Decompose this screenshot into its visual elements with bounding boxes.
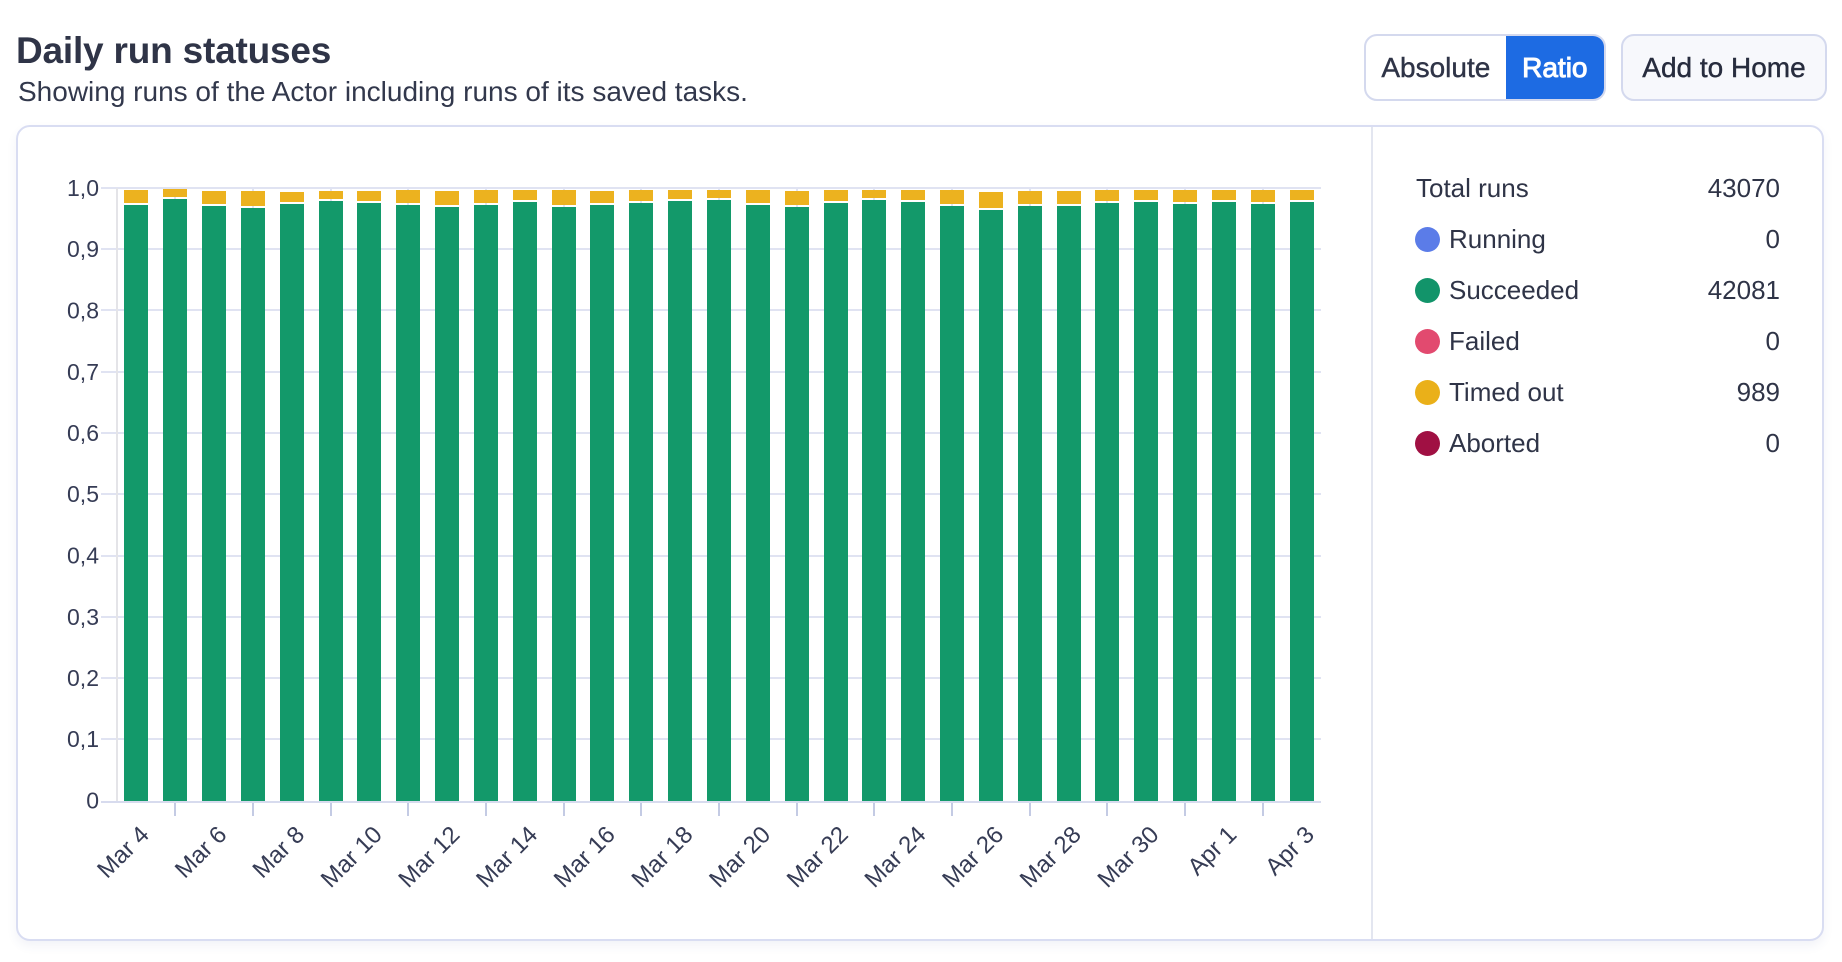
svg-text:0,3: 0,3 bbox=[67, 604, 99, 630]
svg-text:Mar 18: Mar 18 bbox=[627, 821, 699, 893]
svg-text:Mar 28: Mar 28 bbox=[1015, 821, 1087, 893]
svg-text:Mar 10: Mar 10 bbox=[316, 821, 388, 893]
svg-text:Mar 4: Mar 4 bbox=[92, 821, 154, 883]
svg-text:0,9: 0,9 bbox=[67, 236, 99, 262]
svg-text:Mar 30: Mar 30 bbox=[1093, 821, 1165, 893]
svg-text:Apr 3: Apr 3 bbox=[1260, 821, 1320, 881]
svg-text:1,0: 1,0 bbox=[67, 175, 99, 201]
svg-text:Mar 26: Mar 26 bbox=[937, 821, 1009, 893]
svg-text:Mar 16: Mar 16 bbox=[549, 821, 621, 893]
svg-text:0,2: 0,2 bbox=[67, 665, 99, 691]
svg-text:Mar 20: Mar 20 bbox=[704, 821, 776, 893]
svg-text:Mar 12: Mar 12 bbox=[393, 821, 465, 893]
svg-text:0: 0 bbox=[86, 788, 99, 814]
svg-text:Mar 8: Mar 8 bbox=[248, 821, 310, 883]
svg-text:Mar 24: Mar 24 bbox=[860, 821, 932, 893]
svg-text:Mar 14: Mar 14 bbox=[471, 821, 543, 893]
svg-text:0,4: 0,4 bbox=[67, 543, 99, 569]
svg-text:0,8: 0,8 bbox=[67, 298, 99, 324]
svg-text:Mar 6: Mar 6 bbox=[170, 821, 232, 883]
svg-text:0,6: 0,6 bbox=[67, 420, 99, 446]
svg-text:0,1: 0,1 bbox=[67, 726, 99, 752]
svg-text:0,7: 0,7 bbox=[67, 359, 99, 385]
svg-text:0,5: 0,5 bbox=[67, 481, 99, 507]
svg-text:Mar 22: Mar 22 bbox=[782, 821, 854, 893]
svg-text:Apr 1: Apr 1 bbox=[1182, 821, 1242, 881]
